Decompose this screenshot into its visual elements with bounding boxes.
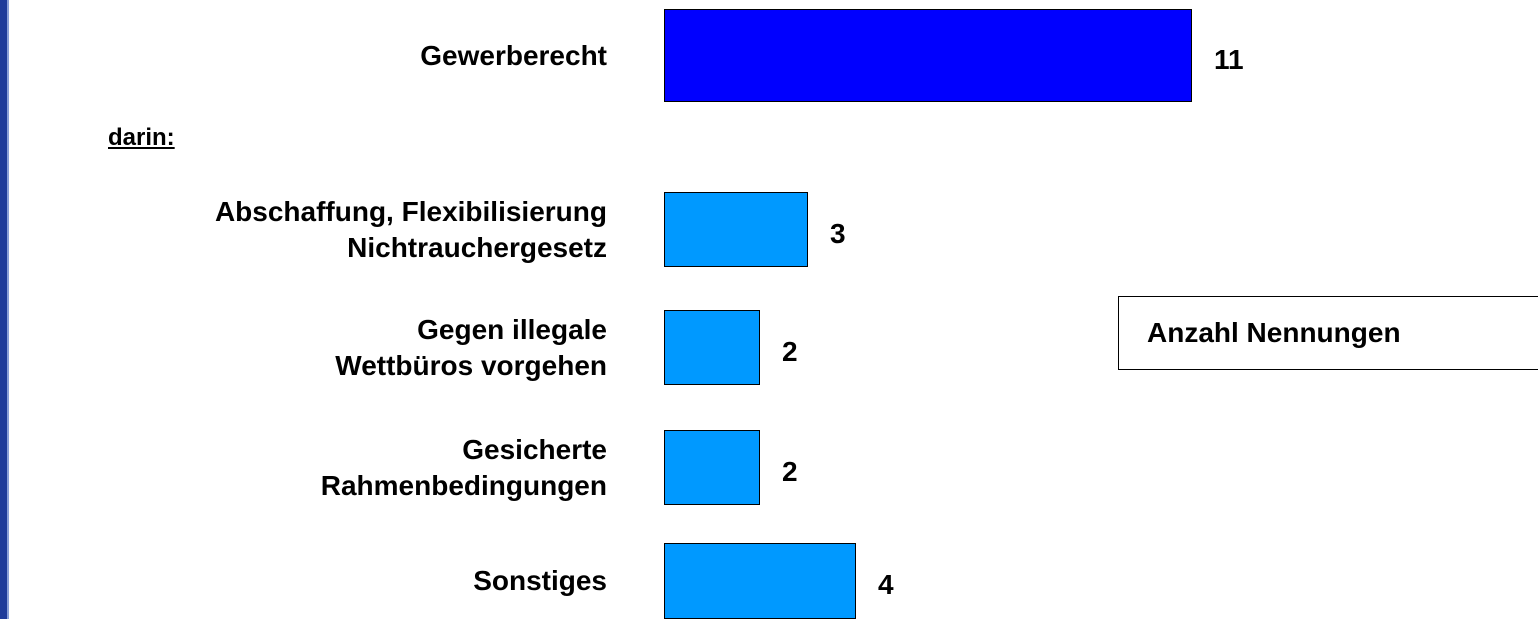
note: darin: — [108, 124, 175, 151]
value-label: 2 — [782, 455, 798, 487]
category-label: Abschaffung, Flexibilisierung Nichtrauch… — [214, 195, 607, 263]
value-label: 4 — [878, 569, 894, 600]
value-label: 11 — [1214, 43, 1244, 75]
bar — [664, 543, 856, 619]
category-label: Gesicherte Rahmenbedingungen — [320, 433, 607, 501]
category-label: Sonstiges — [473, 565, 607, 596]
value-label: 3 — [830, 217, 846, 249]
bar — [664, 430, 760, 505]
value-label: 2 — [782, 335, 798, 367]
category-label: Gegen illegale Wettbüros vorgehen — [335, 313, 607, 381]
side-strip — [0, 0, 9, 619]
bar — [664, 9, 1192, 102]
bar — [664, 192, 808, 267]
bar — [664, 310, 760, 385]
category-label: Gewerberecht — [420, 39, 607, 71]
legend-box: Anzahl Nennungen — [1118, 296, 1538, 370]
